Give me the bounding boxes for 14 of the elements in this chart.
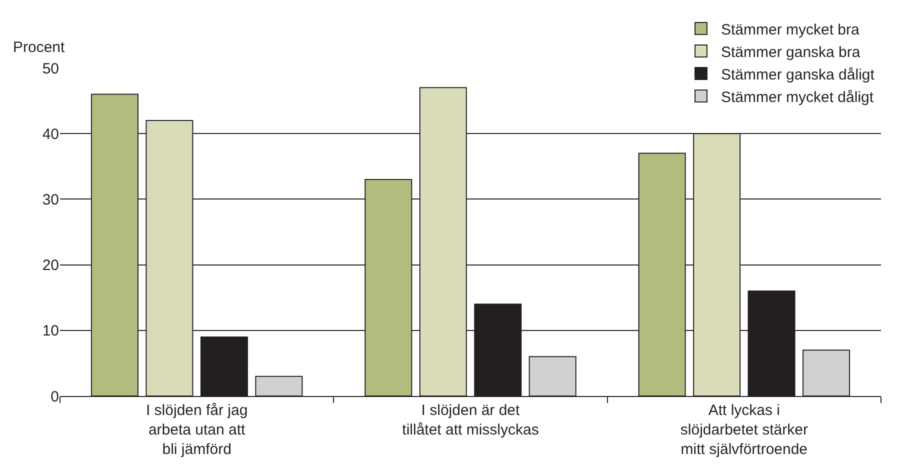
- x-tick-label: Att lyckas i slöjdarbetet stärker mitt självförtroende: [680, 402, 808, 458]
- legend-label: Stämmer ganska dåligt: [721, 66, 876, 84]
- x-tick-label: I slöjden får jag arbeta utan att bli jämförd: [146, 402, 248, 458]
- y-tick-label: 10: [42, 322, 59, 340]
- y-tick-label: 40: [42, 126, 59, 143]
- legend-label: Stämmer mycket bra: [721, 21, 860, 38]
- legend-label: Stämmer mycket dåligt: [721, 88, 874, 106]
- y-tick-label: 0: [50, 388, 59, 406]
- legend-label: Stämmer ganska bra: [721, 44, 861, 61]
- y-tick-label: 50: [42, 60, 59, 78]
- y-tick-label: 30: [42, 191, 59, 208]
- x-tick-label: I slöjden är det tillåtet att misslyckas: [402, 402, 539, 438]
- y-tick-label: 20: [42, 257, 59, 274]
- y-axis-title: Procent: [13, 39, 66, 56]
